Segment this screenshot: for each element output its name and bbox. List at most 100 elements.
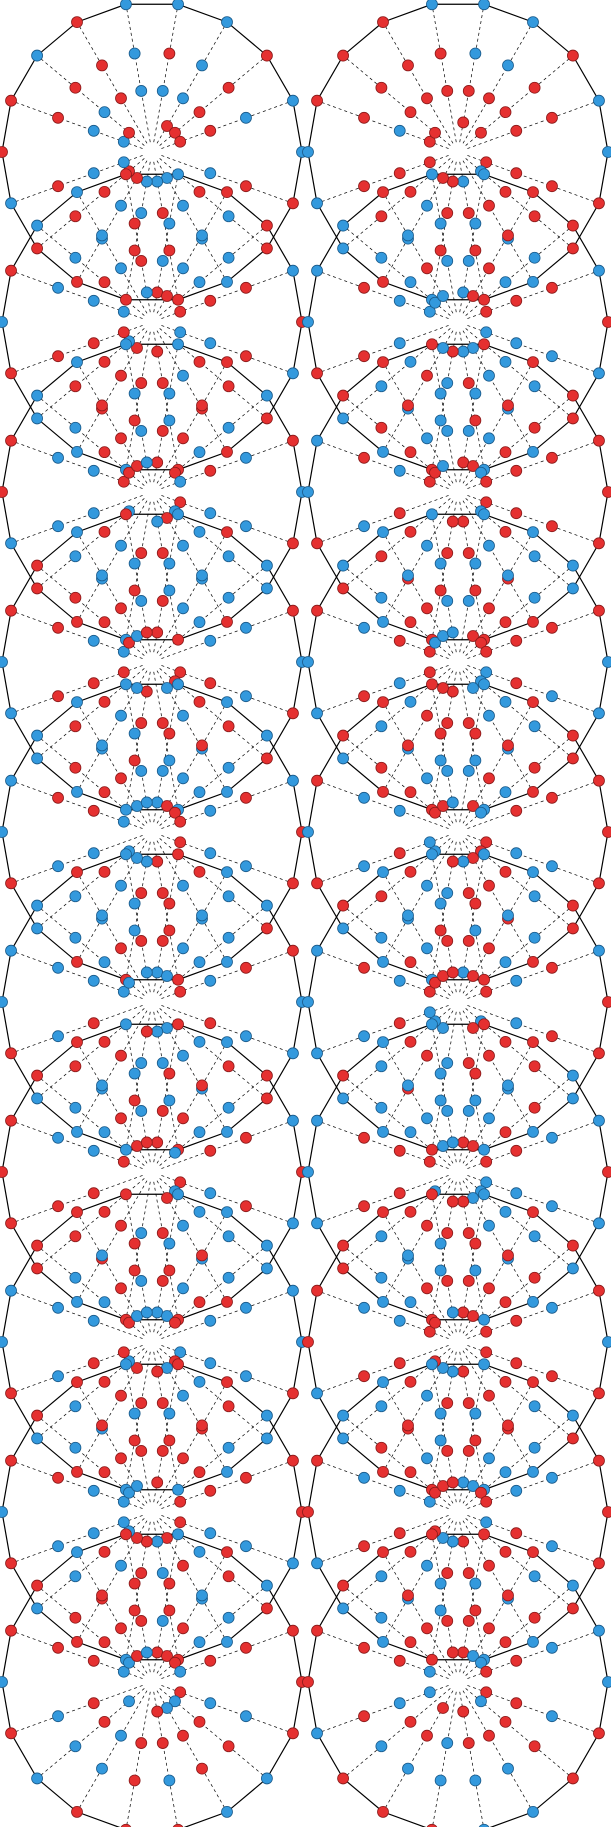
node-red (470, 245, 481, 256)
node-red (118, 667, 129, 678)
node-blue (97, 1763, 108, 1774)
node-blue (422, 880, 433, 891)
node-red (546, 181, 557, 192)
node-blue (164, 1775, 175, 1786)
node-blue (32, 390, 43, 401)
node-red (405, 526, 416, 537)
node-blue (53, 452, 64, 463)
node-blue (593, 708, 604, 719)
node-blue (484, 370, 495, 381)
node-red (458, 1137, 469, 1148)
node-red (222, 357, 233, 368)
node-red (6, 1558, 17, 1569)
node-blue (603, 1337, 611, 1348)
node-red (261, 1603, 272, 1614)
node-red (468, 1141, 479, 1152)
node-blue (546, 1472, 557, 1483)
node-red (169, 1317, 180, 1328)
node-red (378, 357, 389, 368)
node-blue (72, 187, 83, 198)
node-blue (164, 415, 175, 426)
node-red (32, 1410, 43, 1421)
node-red (593, 538, 604, 549)
node-blue (88, 1528, 99, 1539)
node-red (481, 306, 492, 317)
node-blue (500, 1467, 511, 1478)
node-blue (458, 967, 469, 978)
node-red (593, 1728, 604, 1739)
node-red (261, 753, 272, 764)
node-blue (194, 1127, 205, 1138)
node-blue (0, 1507, 8, 1518)
node-blue (162, 682, 173, 693)
node-blue (32, 923, 43, 934)
node-blue (173, 679, 184, 690)
node-red (129, 1095, 140, 1106)
node-red (405, 957, 416, 968)
spoke (383, 22, 453, 143)
node-blue (426, 1359, 437, 1370)
node-red (567, 1773, 578, 1784)
node-blue (222, 1207, 233, 1218)
node-red (529, 82, 540, 93)
node-blue (240, 1711, 251, 1722)
spoke (126, 502, 150, 640)
node-blue (479, 679, 490, 690)
spoke (77, 22, 147, 143)
node-red (157, 1738, 168, 1749)
node-blue (338, 753, 349, 764)
node-red (405, 617, 416, 628)
node-blue (458, 1477, 469, 1488)
node-red (261, 1093, 272, 1104)
node-blue (223, 592, 234, 603)
node-blue (152, 1307, 163, 1318)
node-blue (303, 997, 314, 1008)
node-blue (405, 356, 416, 367)
node-red (287, 1728, 298, 1739)
node-red (405, 1206, 416, 1217)
node-red (116, 93, 127, 104)
node-red (546, 452, 557, 463)
node-red (197, 400, 208, 411)
node-red (567, 730, 578, 741)
node-blue (136, 595, 147, 606)
node-blue (394, 1698, 405, 1709)
node-blue (97, 230, 108, 241)
node-blue (458, 176, 469, 187)
node-blue (116, 540, 127, 551)
node-blue (141, 856, 152, 867)
node-blue (173, 1529, 184, 1540)
node-red (481, 986, 492, 997)
node-blue (223, 551, 234, 562)
node-blue (312, 1115, 323, 1126)
node-red (99, 186, 110, 197)
node-blue (178, 200, 189, 211)
node-red (422, 370, 433, 381)
node-red (468, 1311, 479, 1322)
node-red (394, 635, 405, 646)
node-blue (240, 1371, 251, 1382)
node-blue (435, 415, 446, 426)
node-blue (338, 1433, 349, 1444)
node-red (394, 1358, 405, 1369)
node-blue (312, 945, 323, 956)
node-blue (194, 787, 205, 798)
node-blue (132, 801, 143, 812)
node-red (403, 740, 414, 751)
node-blue (118, 816, 129, 827)
node-blue (240, 112, 251, 123)
node-red (152, 1366, 163, 1377)
node-red (152, 346, 163, 357)
node-blue (222, 1037, 233, 1048)
node-red (132, 1141, 143, 1152)
node-blue (511, 1485, 522, 1496)
node-red (120, 1189, 131, 1200)
node-red (53, 691, 64, 702)
node-red (430, 1317, 441, 1328)
node-blue (378, 1636, 389, 1647)
node-blue (528, 1466, 539, 1477)
node-blue (405, 277, 416, 288)
node-blue (157, 85, 168, 96)
node-red (32, 243, 43, 254)
node-blue (567, 1263, 578, 1274)
